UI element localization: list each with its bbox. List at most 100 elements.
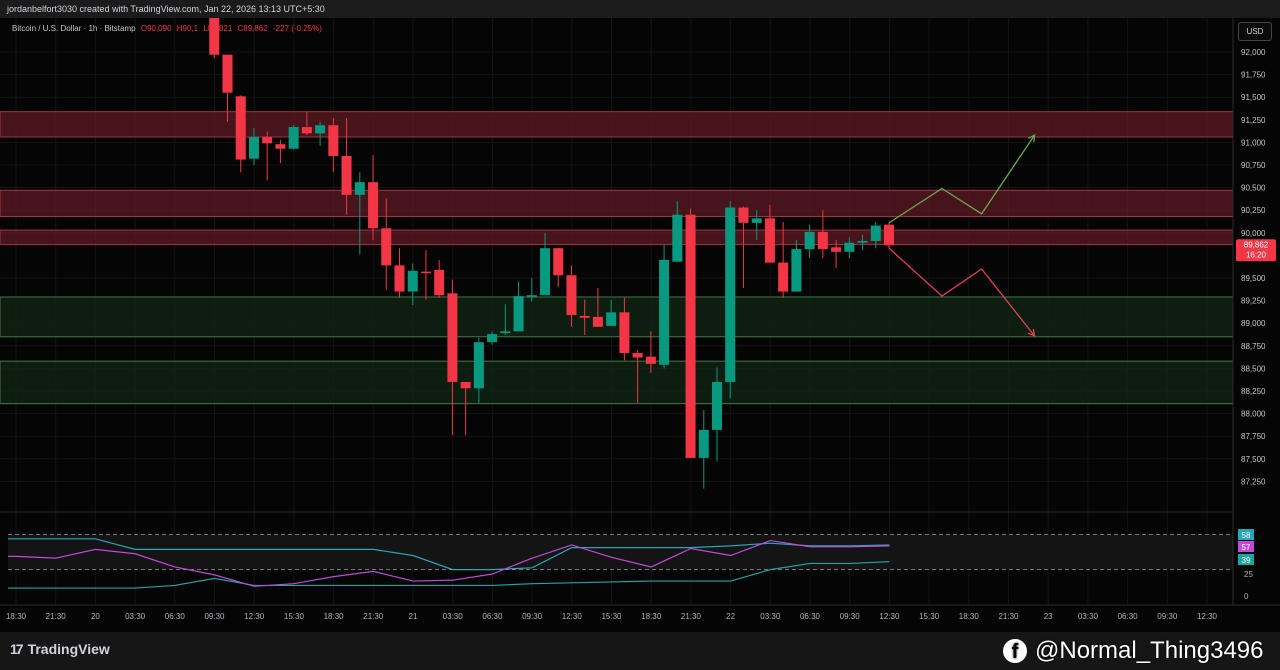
currency-button[interactable]: USD (1238, 22, 1272, 41)
candle-body (844, 242, 855, 252)
candle (751, 210, 762, 241)
candle-body (235, 96, 246, 160)
candle-body (487, 334, 498, 343)
price-axis-label: 92,000 (1241, 48, 1266, 57)
candle-body (778, 262, 789, 292)
candle (685, 208, 696, 458)
candle-body (447, 293, 458, 382)
candle-body (592, 316, 603, 327)
credit-text: jordanbelfort3030 created with TradingVi… (7, 4, 325, 14)
candle (248, 127, 259, 165)
price-axis-labels: 25 0 58 57 39 92,000 91,750 91,500 91,250 91,000 9… (1238, 48, 1266, 601)
arrowhead-down-icon (1027, 328, 1036, 337)
time-axis-label: 06:30 (165, 612, 186, 621)
candle-body (632, 353, 643, 358)
price-axis-label: 87,250 (1241, 477, 1266, 486)
candle (301, 111, 312, 136)
candle (592, 287, 603, 327)
candle-body (884, 224, 894, 246)
candle-body (394, 265, 405, 292)
candle-body (817, 231, 828, 250)
candle (831, 240, 842, 269)
current-price-label: 89,862 16:20 (1236, 239, 1276, 262)
candle-body (275, 144, 286, 149)
symbol-name[interactable]: Bitcoin / U.S. Dollar · 1h · Bitstamp (12, 24, 136, 33)
resistance-zone[interactable] (0, 111, 1234, 138)
time-axis-label: 23 (1044, 612, 1053, 621)
candle-body (791, 249, 802, 292)
time-axis-label: 12:30 (562, 612, 583, 621)
candle-body (354, 182, 365, 195)
resistance-zone[interactable] (0, 189, 1234, 218)
symbol-legend: Bitcoin / U.S. Dollar · 1h · Bitstamp O9… (12, 24, 322, 33)
tradingview-logo[interactable]: 17 TradingView (10, 641, 110, 657)
candle-body (460, 381, 471, 389)
time-axis-label: 21:30 (363, 612, 384, 621)
price-chart[interactable]: 25 0 58 57 39 92,000 91,750 91,500 91,250 91,000 9… (0, 18, 1280, 632)
candle (526, 278, 537, 302)
projection-up-path[interactable] (888, 134, 1036, 224)
price-axis-label: 91,250 (1241, 116, 1266, 125)
time-axis-label: 15:30 (601, 612, 622, 621)
candle-body (434, 269, 445, 296)
candle (579, 299, 590, 335)
time-axis-label: 18:30 (324, 612, 345, 621)
candle (778, 221, 789, 298)
oscillator-upper-line (8, 538, 890, 571)
time-axis[interactable]: 18:30 21:30 20 03:30 06:30 09:30 12:30 15:30 18:… (0, 604, 1280, 621)
time-axis-label: 21:30 (998, 612, 1019, 621)
candle (884, 222, 894, 249)
candle (341, 117, 352, 215)
oscillator-value-box (1238, 554, 1254, 565)
candle (209, 18, 220, 59)
legend-high: H90,1 (176, 24, 199, 33)
candle-body (804, 231, 815, 250)
price-axis-label: 91,750 (1241, 71, 1266, 80)
resistance-zone[interactable] (0, 229, 1234, 246)
candle (447, 279, 458, 436)
price-axis-label: 89,500 (1241, 274, 1266, 283)
candle-body (619, 312, 630, 354)
tradingview-logo-icon: 17 (10, 641, 24, 657)
price-axis-label: 87,750 (1241, 432, 1266, 441)
price-axis-label: 90,750 (1241, 161, 1266, 170)
watermark: f @Normal_Thing3496 (1003, 637, 1263, 665)
projection-down-path[interactable] (888, 247, 1036, 337)
candle (275, 139, 286, 164)
price-axis-label: 90,000 (1241, 229, 1266, 238)
candle (460, 381, 471, 436)
candle-body (473, 342, 484, 389)
candle-body (420, 271, 431, 274)
price-axis-label: 89,250 (1241, 297, 1266, 306)
candle (712, 367, 723, 462)
support-zone[interactable] (0, 360, 1234, 405)
current-price-box (1236, 239, 1276, 262)
time-axis-label: 12:30 (1197, 612, 1218, 621)
support-zone[interactable] (0, 296, 1234, 338)
candle (844, 237, 855, 259)
candle-body (248, 136, 259, 159)
candle (619, 297, 630, 361)
time-axis-label: 06:30 (800, 612, 821, 621)
candle (235, 95, 246, 173)
oscillator-band (8, 534, 1233, 570)
time-axis-label: 06:30 (1118, 612, 1139, 621)
candle-body (513, 296, 524, 332)
candle (553, 248, 564, 288)
candle (645, 331, 656, 373)
candle (394, 248, 405, 298)
time-axis-label: 12:30 (244, 612, 265, 621)
time-axis-label: 15:30 (919, 612, 940, 621)
candle-body (857, 240, 868, 243)
arrowhead-up-icon (1028, 134, 1036, 143)
candle (222, 54, 233, 122)
candle (262, 131, 273, 181)
candle-body (328, 125, 339, 156)
candle (764, 204, 775, 263)
projection-arrows[interactable] (888, 134, 1036, 337)
candle (434, 259, 445, 298)
time-axis-label: 12:30 (879, 612, 900, 621)
candle-body (540, 248, 551, 296)
candle-body (712, 381, 723, 430)
candle-body (262, 136, 273, 144)
